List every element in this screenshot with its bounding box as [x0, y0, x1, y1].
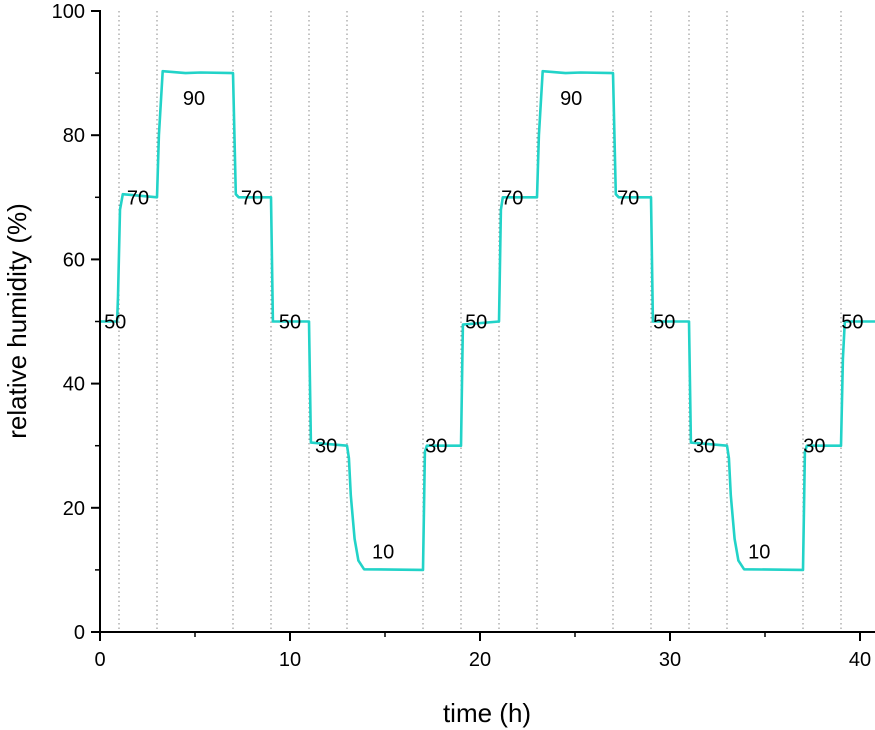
annotation-label: 30 — [315, 436, 337, 458]
step-annotations: 50 70 90 70 50 30 10 30 50 70 90 70 50 30 10 30 50 — [104, 88, 863, 563]
annotation-label: 10 — [748, 541, 770, 563]
annotation-label: 50 — [841, 312, 863, 334]
x-tick-label: 40 — [849, 649, 871, 671]
y-tick-label: 0 — [74, 622, 85, 644]
x-tick-label: 30 — [659, 649, 681, 671]
y-tick-label: 80 — [63, 125, 85, 147]
annotation-label: 90 — [183, 88, 205, 110]
y-axis-label: relative humidity (%) — [2, 203, 32, 439]
y-tick-label: 100 — [52, 1, 85, 23]
annotation-label: 70 — [127, 187, 149, 209]
annotation-label: 70 — [241, 187, 263, 209]
y-tick-label: 20 — [63, 498, 85, 520]
annotation-label: 30 — [425, 436, 447, 458]
annotation-label: 10 — [372, 541, 394, 563]
annotation-label: 70 — [501, 187, 523, 209]
annotation-label: 70 — [617, 187, 639, 209]
x-tick-label: 0 — [94, 649, 105, 671]
y-tick-label: 60 — [63, 249, 85, 271]
annotation-label: 90 — [560, 88, 582, 110]
series-line-relative-humidity — [100, 69, 875, 572]
annotation-label: 50 — [465, 312, 487, 334]
y-tick-label: 40 — [63, 374, 85, 396]
x-axis-label: time (h) — [443, 698, 531, 728]
annotation-label: 30 — [803, 436, 825, 458]
annotation-label: 50 — [279, 312, 301, 334]
annotation-label: 50 — [104, 312, 126, 334]
x-tick-label: 10 — [279, 649, 301, 671]
annotation-label: 50 — [653, 312, 675, 334]
annotation-label: 30 — [693, 436, 715, 458]
axes: 0 10 20 30 40 0 20 40 60 80 100 — [52, 1, 875, 671]
x-tick-label: 20 — [469, 649, 491, 671]
